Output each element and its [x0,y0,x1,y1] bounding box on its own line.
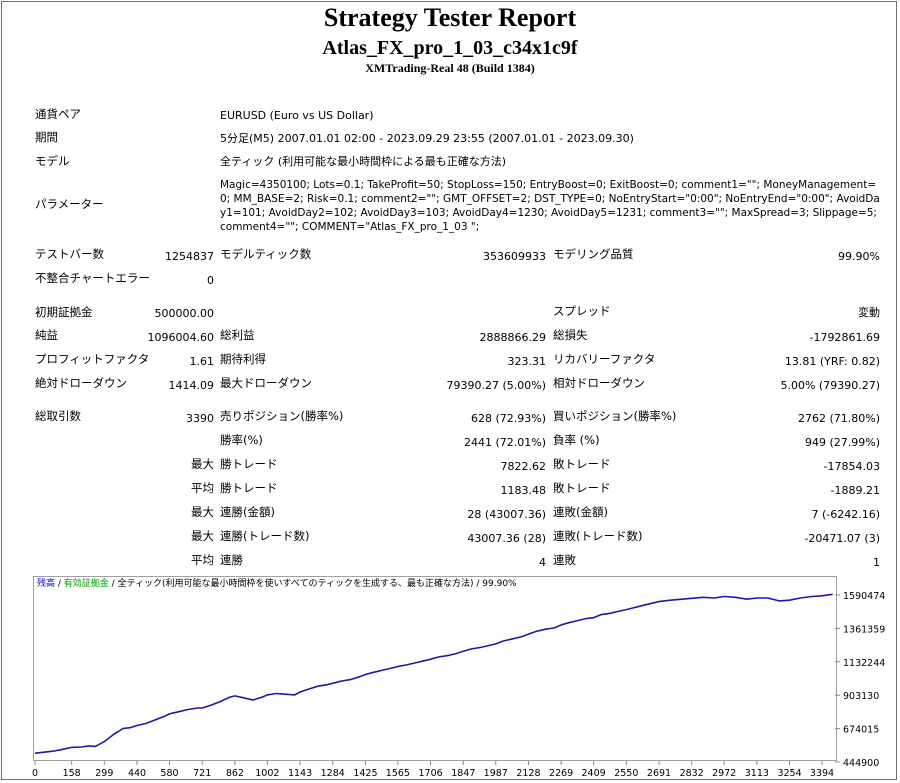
avg-win-label: 勝トレード [220,481,278,495]
report-title: Strategy Tester Report [323,3,577,32]
max-drawdown-value: 79390.27 (5.00%) [446,379,546,392]
legend-quality: / 99.90% [473,579,517,589]
largest-win-value: 7822.62 [500,460,547,473]
avg-consec-label: 平均 [191,553,214,567]
recovery-factor-label: リカバリーファクタ [553,352,656,366]
deposit-label: 初期証拠金 [35,305,93,319]
model-label: モデル [35,154,70,168]
avg-consec-losses-label: 連敗 [553,553,576,567]
model-value: 全ティック (利用可能な最小時間枠による最も正確な方法) [220,155,507,168]
ticks-label: モデルティック数 [220,247,312,261]
expert-name: Atlas_FX_pro_1_03_c34x1c9f [322,37,578,59]
spread-label: スプレッド [553,304,611,318]
gross-profit-value: 2888866.29 [479,331,546,344]
gross-loss-label: 総損失 [553,328,588,342]
gross-loss-value: -1792861.69 [809,331,880,344]
bars-value: 1254837 [165,250,214,263]
net-value: 1096004.60 [147,331,214,344]
mismatch-value: 0 [207,274,214,287]
max-consec-profit-value: 43007.36 (28) [467,532,546,545]
symbol-label: 通貨ペア [35,107,81,121]
avg-loss-label: 敗トレード [553,481,611,495]
expected-payoff-value: 323.31 [507,355,547,368]
rel-drawdown-label: 相対ドローダウン [553,376,645,390]
profit-factor-value: 1.61 [189,355,215,368]
largest-win-label: 勝トレード [220,457,278,471]
ticks-value: 353609933 [483,250,546,263]
largest-loss-value: -17854.03 [823,460,880,473]
loss-rate-value: 949 (27.99%) [804,436,880,449]
average-label: 平均 [191,481,214,495]
loss-rate-label: 負率 (%) [553,433,600,447]
profit-factor-label: プロフィットファクタ [35,352,150,366]
period-label: 期間 [35,130,58,144]
params-value: Magic=4350100; Lots=0.1; TakeProfit=50; … [220,179,880,233]
avg-loss-value: -1889.21 [830,484,880,497]
abs-drawdown-value: 1414.09 [168,379,215,392]
legend-sep-2: / [108,579,118,589]
max-consec-losses-label: 連敗(金額) [553,505,608,519]
recovery-factor-value: 13.81 (YRF: 0.82) [784,355,880,368]
total-trades-label: 総取引数 [35,409,81,423]
max-consec-losses-value: 7 (-6242.16) [811,508,880,521]
short-positions-value: 628 (72.93%) [470,412,546,425]
server-build: XMTrading-Real 48 (Build 1384) [365,61,535,75]
expected-payoff-label: 期待利得 [220,352,266,366]
params-label: パラメーター [35,197,104,211]
abs-drawdown-label: 絶対ドローダウン [35,376,127,390]
avg-consec-wins-label: 連勝 [220,553,243,567]
max-consec-wins-label: 連勝(金額) [220,505,275,519]
period-value: 5分足(M5) 2007.01.01 02:00 - 2023.09.29 23… [220,132,634,145]
legend-sep-1: / [55,579,64,589]
max-consec-label: 最大 [191,505,214,519]
win-rate-label: 勝率(%) [220,433,263,447]
total-trades-value: 3390 [186,412,214,425]
short-positions-label: 売りポジション(勝率%) [220,409,344,423]
max-drawdown-label: 最大ドローダウン [220,376,312,390]
max-consec-loss-value: -20471.07 (3) [804,532,880,545]
bars-label: テストバー数 [35,247,104,261]
gross-profit-label: 総利益 [220,328,255,342]
win-rate-value: 2441 (72.01%) [463,436,546,449]
quality-value: 99.90% [838,250,880,263]
balance-chart: 残高 / 有効証拠金 / 全ティック(利用可能な最小時間枠を使いすべてのティック… [33,576,837,761]
long-positions-label: 買いポジション(勝率%) [553,409,677,423]
largest-label: 最大 [191,457,214,471]
symbol-value: EURUSD (Euro vs US Dollar) [220,109,374,122]
rel-drawdown-value: 5.00% (79390.27) [780,379,880,392]
max-consec-profit-label: 連勝(トレード数) [220,529,310,543]
max-consec-loss-label: 連敗(トレード数) [553,529,643,543]
legend-balance: 残高 [37,579,56,589]
spread-value: 変動 [858,306,880,319]
max-consec-wins-value: 28 (43007.36) [467,508,546,521]
deposit-value: 500000.00 [154,307,215,320]
long-positions-value: 2762 (71.80%) [797,412,880,425]
avg-consec-wins-value: 4 [539,556,546,569]
legend-equity: 有効証拠金 [63,579,109,589]
quality-label: モデリング品質 [553,247,634,261]
avg-win-value: 1183.48 [500,484,547,497]
net-label: 純益 [35,328,58,342]
chart-legend: 残高 / 有効証拠金 / 全ティック(利用可能な最小時間枠を使いすべてのティック… [37,579,517,590]
max-consec-count-label: 最大 [191,529,214,543]
mismatch-label: 不整合チャートエラー [35,271,150,285]
legend-model: 全ティック(利用可能な最小時間枠を使いすべてのティックを生成する、最も正確な方法… [117,579,474,589]
avg-consec-losses-value: 1 [873,556,880,569]
largest-loss-label: 敗トレード [553,457,611,471]
